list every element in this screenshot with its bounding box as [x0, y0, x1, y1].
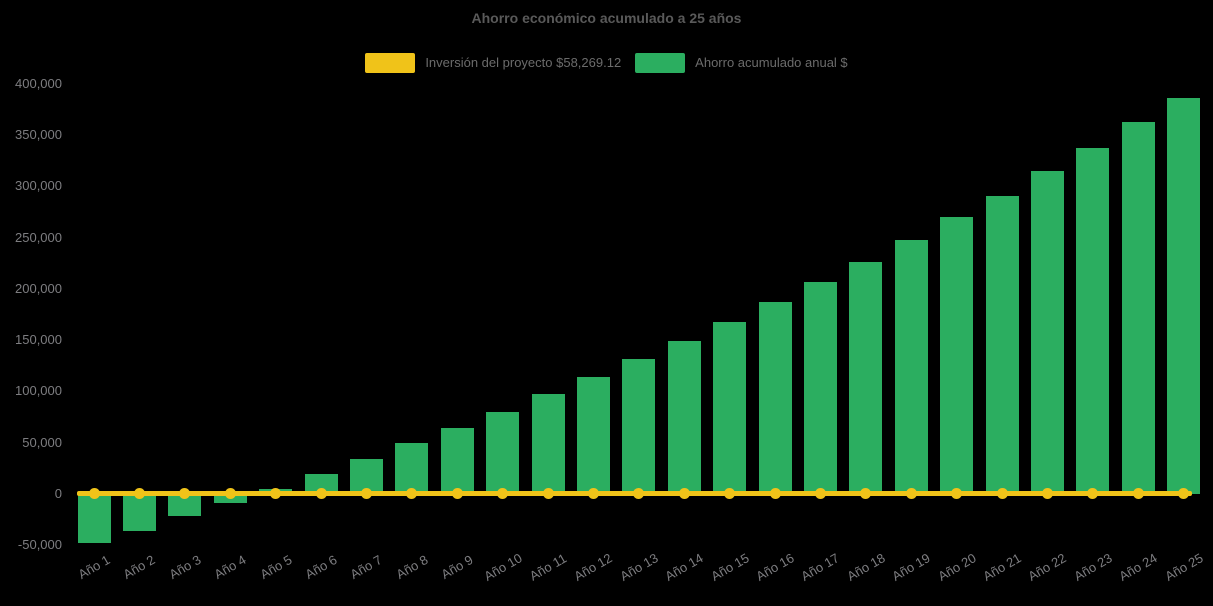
investment-line-marker-year-21: [996, 488, 1008, 500]
investment-line-marker-year-5: [270, 488, 282, 500]
x-tick-label-year-9: Año 9: [438, 552, 476, 582]
bar-year-13: [622, 359, 656, 494]
bar-year-14: [667, 340, 701, 494]
x-tick-label-year-13: Año 13: [617, 550, 661, 584]
legend-item-investment: Inversión del proyecto $58,269.12: [365, 53, 621, 73]
investment-line-marker-year-22: [1041, 488, 1053, 500]
y-tick-label: 50,000: [22, 434, 62, 450]
bar-year-19: [894, 239, 928, 494]
investment-line-marker-year-16: [769, 488, 781, 500]
bar-year-7: [349, 459, 383, 494]
y-tick-label: 350,000: [15, 127, 62, 143]
bar-year-8: [395, 443, 429, 494]
investment-line-marker-year-11: [542, 488, 554, 500]
investment-line-marker-year-24: [1132, 488, 1144, 500]
y-tick-label: 0: [54, 485, 62, 501]
bar-year-23: [1076, 148, 1110, 494]
x-tick-label-year-12: Año 12: [571, 550, 615, 584]
bar-year-2: [122, 493, 156, 531]
investment-line-marker-year-23: [1087, 488, 1099, 500]
investment-line-marker-year-2: [133, 488, 145, 500]
x-tick-label-year-21: Año 21: [980, 550, 1024, 584]
x-axis-labels: Año 1 Año 2 Año 3 Año 4 Año 5 Año 6 Año 7 Año 8…: [68, 545, 1206, 606]
investment-line-marker-year-4: [224, 488, 236, 500]
investment-line-marker-year-10: [497, 488, 509, 500]
x-tick-label-year-6: Año 6: [302, 552, 340, 582]
legend-swatch-investment: [365, 53, 416, 73]
investment-line-marker-year-8: [406, 488, 418, 500]
x-tick-label-year-20: Año 20: [935, 550, 979, 584]
x-tick-label-year-1: Año 1: [75, 552, 113, 582]
investment-line-marker-year-25: [1178, 488, 1190, 500]
bar-year-17: [803, 282, 837, 494]
bar-year-21: [985, 195, 1019, 494]
x-tick-label-year-24: Año 24: [1116, 550, 1160, 584]
bar-year-25: [1167, 97, 1201, 494]
investment-line-marker-year-14: [678, 488, 690, 500]
x-tick-label-year-8: Año 8: [393, 552, 431, 582]
y-tick-label: 100,000: [15, 383, 62, 399]
bar-year-1: [77, 493, 111, 544]
investment-line-marker-year-9: [451, 488, 463, 500]
investment-line-marker-year-17: [814, 488, 826, 500]
legend-item-savings: Ahorro acumulado anual $: [635, 53, 848, 73]
investment-line-marker-year-6: [315, 488, 327, 500]
y-tick-label: 400,000: [15, 76, 62, 91]
investment-line-marker-year-13: [633, 488, 645, 500]
bar-year-3: [168, 493, 202, 517]
bar-year-9: [440, 427, 474, 494]
x-tick-label-year-16: Año 16: [753, 550, 797, 584]
y-tick-label: -50,000: [17, 537, 62, 552]
investment-line-marker-year-12: [587, 488, 599, 500]
y-tick-label: 250,000: [15, 229, 62, 245]
investment-line-marker-year-20: [951, 488, 963, 500]
legend-label-savings: Ahorro acumulado anual $: [695, 55, 848, 70]
x-tick-label-year-22: Año 22: [1025, 550, 1069, 584]
investment-line-marker-year-1: [88, 488, 100, 500]
x-tick-label-year-14: Año 14: [662, 550, 706, 584]
x-tick-label-year-3: Año 3: [166, 552, 204, 582]
chart-legend: Inversión del proyecto $58,269.12 Ahorro…: [0, 53, 1213, 73]
chart-title: Ahorro económico acumulado a 25 años: [471, 10, 742, 26]
legend-label-investment: Inversión del proyecto $58,269.12: [425, 55, 622, 70]
x-tick-label-year-11: Año 11: [526, 550, 570, 584]
bar-year-20: [940, 217, 974, 494]
x-tick-label-year-2: Año 2: [120, 552, 158, 582]
y-tick-label: 300,000: [15, 178, 62, 194]
investment-line-marker-year-15: [724, 488, 736, 500]
bar-year-18: [849, 261, 883, 494]
y-tick-label: 200,000: [15, 280, 62, 296]
x-tick-label-year-4: Año 4: [211, 552, 249, 582]
bar-year-16: [758, 302, 792, 494]
bar-year-6: [304, 473, 338, 494]
y-tick-label: 150,000: [15, 332, 62, 348]
x-tick-label-year-19: Año 19: [889, 550, 933, 584]
bar-year-22: [1030, 171, 1064, 494]
plot-area: [68, 84, 1201, 545]
bar-year-11: [531, 393, 565, 494]
bar-year-24: [1121, 122, 1155, 494]
x-tick-label-year-18: Año 18: [844, 550, 888, 584]
bar-year-15: [713, 321, 747, 494]
x-tick-label-year-25: Año 25: [1162, 550, 1206, 584]
bar-year-10: [486, 411, 520, 494]
x-tick-label-year-17: Año 17: [798, 550, 842, 584]
x-tick-label-year-10: Año 10: [481, 550, 525, 584]
investment-line-marker-year-18: [860, 488, 872, 500]
legend-swatch-savings: [635, 53, 686, 73]
investment-line-marker-year-7: [360, 488, 372, 500]
x-tick-label-year-23: Año 23: [1071, 550, 1115, 584]
y-axis-labels: -50,000 0 50,000 100,000 150,000 200,000 250,0…: [0, 76, 62, 552]
x-tick-label-year-5: Año 5: [257, 552, 295, 582]
investment-line-marker-year-19: [905, 488, 917, 500]
investment-line-marker-year-3: [179, 488, 191, 500]
x-tick-label-year-15: Año 15: [708, 550, 752, 584]
bar-year-12: [576, 376, 610, 494]
x-tick-label-year-7: Año 7: [347, 552, 385, 582]
